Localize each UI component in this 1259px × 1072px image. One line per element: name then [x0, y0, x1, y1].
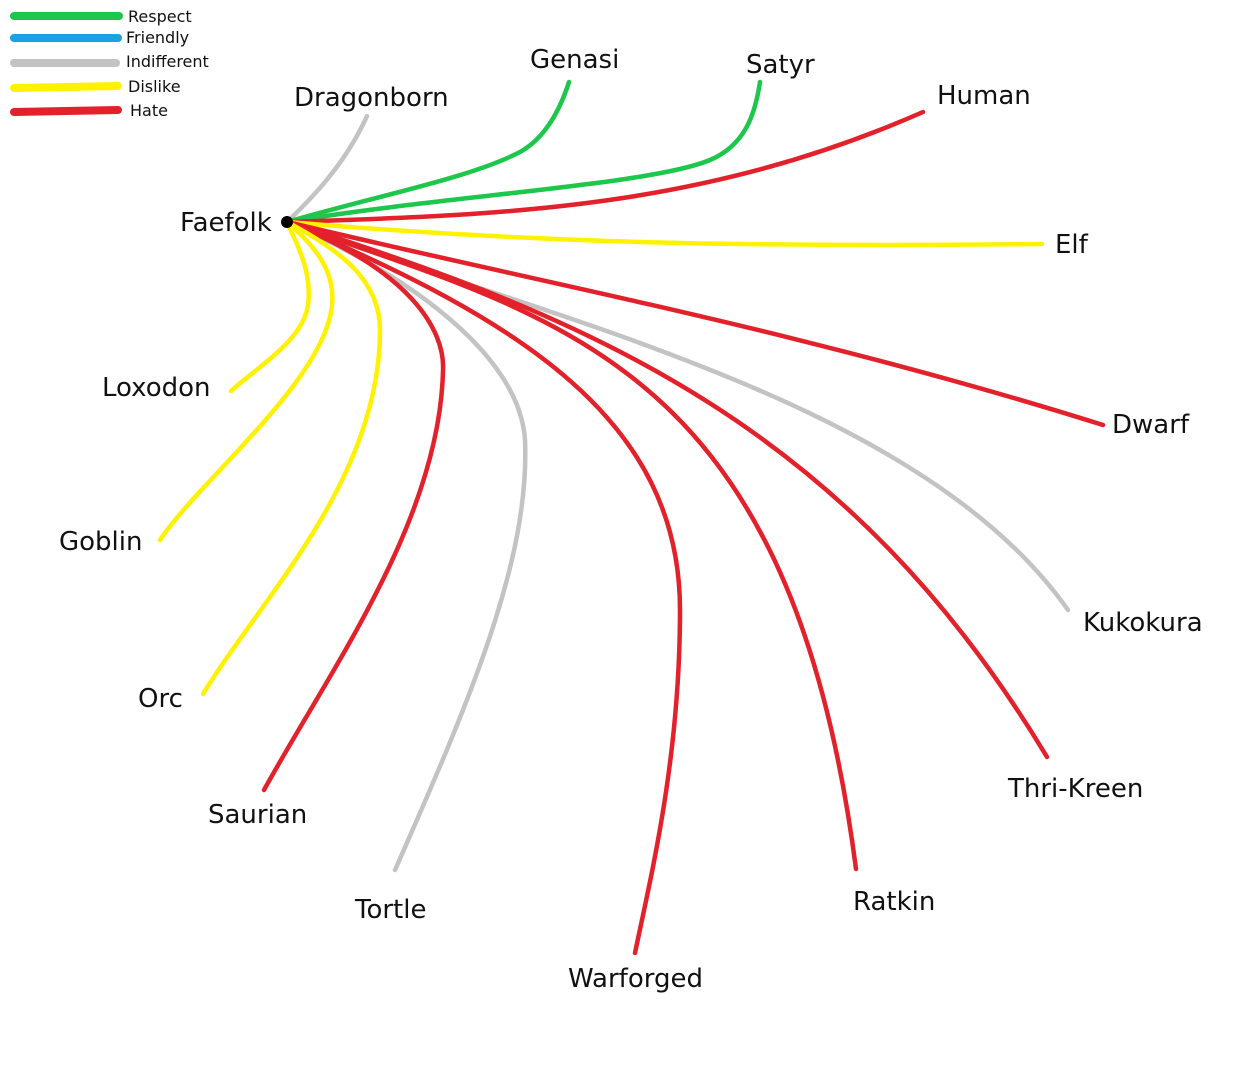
race-label-genasi: Genasi [530, 45, 619, 75]
legend-item-indifferent: Indifferent [10, 52, 209, 71]
legend-swatch-dislike [10, 82, 122, 92]
race-label-dwarf: Dwarf [1112, 410, 1190, 440]
race-label-warforged: Warforged [568, 964, 703, 994]
race-label-kukokura: Kukokura [1083, 608, 1203, 638]
race-label-loxodon: Loxodon [102, 373, 211, 403]
legend-label-respect: Respect [128, 7, 192, 26]
link-dwarf [284, 219, 1106, 428]
link-goblin [157, 219, 335, 543]
legend-label-dislike: Dislike [128, 77, 181, 96]
legend-label-hate: Hate [130, 101, 168, 120]
race-label-tortle: Tortle [354, 895, 426, 925]
legend-item-respect: Respect [10, 7, 192, 26]
race-label-orc: Orc [138, 684, 183, 714]
link-thri-kreen [284, 219, 1050, 760]
link-loxodon [228, 219, 311, 394]
link-saurian [261, 219, 446, 793]
race-labels: Dragonborn Genasi Satyr Human Elf Dwarf … [59, 45, 1203, 994]
legend: Respect Friendly Indifferent Dislike Hat… [10, 7, 209, 120]
legend-item-hate: Hate [10, 101, 168, 120]
race-label-saurian: Saurian [208, 800, 307, 830]
link-dragonborn [284, 113, 370, 225]
race-label-elf: Elf [1055, 230, 1089, 260]
legend-swatch-hate [10, 106, 122, 116]
relation-links [157, 79, 1106, 956]
link-genasi [284, 79, 572, 225]
race-label-goblin: Goblin [59, 527, 142, 557]
race-label-thri-kreen: Thri-Kreen [1007, 774, 1143, 804]
race-label-ratkin: Ratkin [853, 887, 935, 917]
link-satyr [284, 79, 763, 225]
link-ratkin [284, 219, 859, 872]
link-elf [284, 219, 1045, 248]
race-label-human: Human [937, 81, 1031, 111]
legend-item-friendly: Friendly [10, 28, 189, 47]
legend-item-dislike: Dislike [10, 77, 181, 96]
legend-label-friendly: Friendly [126, 28, 189, 47]
legend-label-indifferent: Indifferent [126, 52, 209, 71]
link-warforged [284, 219, 683, 956]
link-tortle [284, 219, 528, 873]
race-label-satyr: Satyr [746, 50, 815, 80]
link-human [284, 109, 926, 225]
center-node-dot [281, 216, 293, 228]
link-orc [200, 219, 383, 697]
center-node-label: Faefolk [180, 208, 272, 238]
race-label-dragonborn: Dragonborn [294, 83, 449, 113]
